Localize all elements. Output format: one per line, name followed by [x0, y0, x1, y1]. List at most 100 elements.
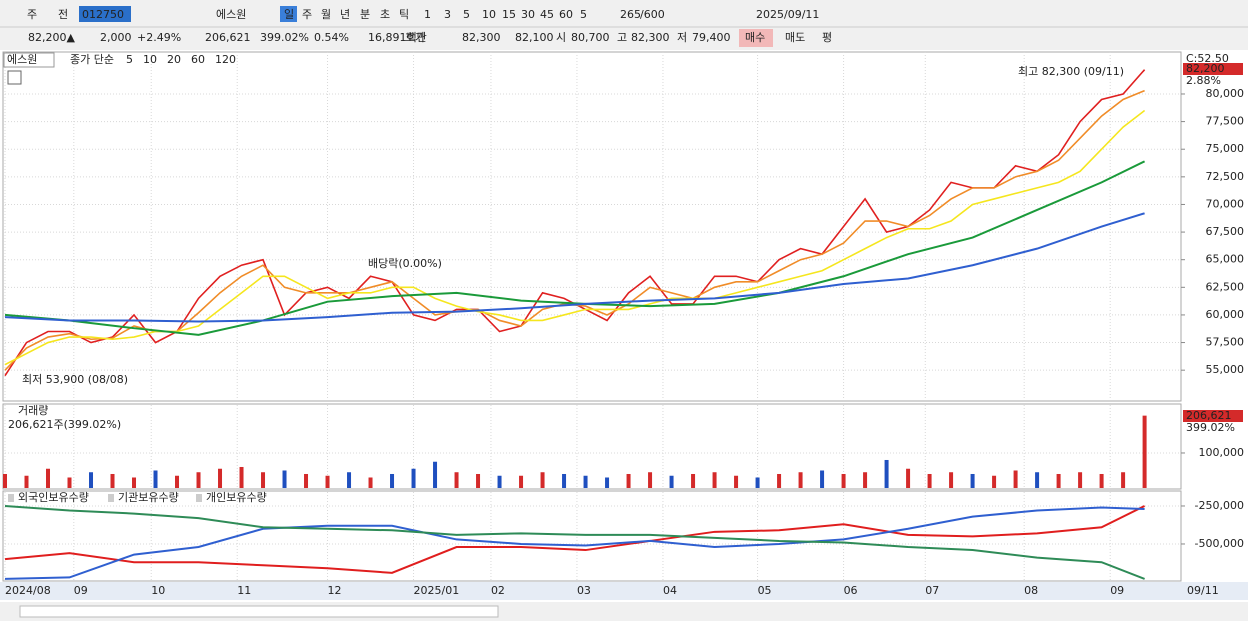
- toolbar-item[interactable]: 15: [502, 8, 516, 21]
- volume-bar: [368, 477, 373, 488]
- x-tick-label: 08: [1024, 584, 1038, 597]
- volume-bar: [648, 472, 653, 488]
- volume-bar: [820, 470, 825, 488]
- quote-item[interactable]: 매도: [785, 31, 805, 44]
- volume-bar: [540, 472, 545, 488]
- axis-label: C:52.50: [1186, 52, 1229, 65]
- y-tick-label: -250,000: [1195, 499, 1244, 512]
- button: [280, 6, 297, 22]
- legend-item: 120: [215, 53, 236, 66]
- volume-bar: [906, 468, 911, 488]
- x-tick-label: 03: [577, 584, 591, 597]
- toolbar-item[interactable]: 265: [620, 8, 641, 21]
- volume-bar: [67, 477, 72, 488]
- x-tick-label: 2025/01: [414, 584, 460, 597]
- volume-bar: [110, 473, 115, 488]
- volume-bar: [1142, 415, 1147, 488]
- volume-bar: [1078, 472, 1083, 488]
- x-tick-label: 05: [758, 584, 772, 597]
- quote-item: 고: [617, 31, 627, 44]
- volume-bar: [970, 473, 975, 488]
- x-tick-label: 2024/08: [5, 584, 51, 597]
- axis-label: 399.02%: [1186, 421, 1235, 434]
- table-icon[interactable]: [7, 70, 22, 85]
- toolbar-item[interactable]: 월: [321, 8, 331, 21]
- x-tick-label: 09: [74, 584, 88, 597]
- quote-item: 호가: [405, 31, 425, 44]
- x-tick-label: 11: [237, 584, 251, 597]
- toolbar-item[interactable]: 3: [444, 8, 451, 21]
- toolbar-item[interactable]: 2025/09/11: [756, 8, 819, 21]
- legend-swatch: [108, 494, 114, 502]
- volume-bar: [282, 470, 287, 488]
- volume-bar: [1099, 473, 1104, 488]
- toolbar-item[interactable]: 30: [521, 8, 535, 21]
- volume-bar: [927, 473, 932, 488]
- annotation: 최저 53,900 (08/08): [22, 373, 128, 386]
- toolbar-item[interactable]: 주: [27, 8, 37, 21]
- quote-item[interactable]: 매수: [745, 31, 765, 44]
- field: [79, 6, 131, 22]
- volume-bar: [175, 475, 180, 488]
- quote-item[interactable]: 평: [822, 31, 832, 44]
- legend-prefix: 종가 단순: [70, 53, 114, 66]
- quote-item: 저: [677, 31, 687, 44]
- quote-item: +2.49%: [137, 31, 181, 44]
- axis-label: 206,621: [1186, 409, 1232, 422]
- x-axis-bar: [0, 582, 1248, 600]
- toolbar-item[interactable]: 45: [540, 8, 554, 21]
- toolbar-item[interactable]: 초: [380, 8, 390, 21]
- volume-bar: [841, 473, 846, 488]
- volume-bar: [734, 475, 739, 488]
- toolbar-item[interactable]: 주: [302, 8, 312, 21]
- volume-bar: [605, 477, 610, 488]
- volume-bar: [755, 477, 760, 488]
- volume-bar: [132, 477, 137, 488]
- volume-bar: [497, 475, 502, 488]
- toolbar-item[interactable]: 전: [58, 8, 68, 21]
- volume-bar: [325, 475, 330, 488]
- price-badge: [1183, 63, 1243, 75]
- toolbar-item[interactable]: 60: [559, 8, 573, 21]
- x-tick-label: 02: [491, 584, 505, 597]
- volume-bar: [583, 475, 588, 488]
- series-line: [4, 109, 1146, 366]
- volume-bar: [669, 475, 674, 488]
- toolbar-item[interactable]: 10: [482, 8, 496, 21]
- y-tick-label: 100,000: [1199, 446, 1245, 459]
- toolbar-item[interactable]: 012750: [82, 8, 124, 21]
- toolbar-item[interactable]: 5: [580, 8, 587, 21]
- volume-bar: [218, 468, 223, 488]
- y-tick-label: 75,000: [1206, 142, 1245, 155]
- toolbar-item[interactable]: 1: [424, 8, 431, 21]
- volume-bar: [992, 475, 997, 488]
- quote-item: 16,891백만: [368, 31, 427, 44]
- volume-badge: [1183, 410, 1243, 422]
- pane-title: 거래량: [18, 404, 48, 417]
- volume-bar: [691, 473, 696, 488]
- toolbar-item[interactable]: 에스원: [216, 8, 246, 21]
- volume-bar: [46, 468, 51, 488]
- legend-item: 10: [143, 53, 157, 66]
- series-line: [4, 506, 1145, 580]
- volume-bar: [24, 475, 29, 488]
- toolbar-item[interactable]: 년: [340, 8, 350, 21]
- annotation: 최고 82,300 (09/11): [1018, 65, 1124, 78]
- toolbar-item[interactable]: /600: [640, 8, 665, 21]
- quote-item: 0.54%: [314, 31, 349, 44]
- annotation: 배당락(0.00%): [368, 257, 442, 270]
- y-tick-label: -500,000: [1195, 537, 1244, 550]
- quote-item: 80,700: [571, 31, 610, 44]
- toolbar-item[interactable]: 틱: [399, 8, 409, 21]
- y-tick-label: 77,500: [1206, 115, 1245, 128]
- y-tick-label: 57,500: [1206, 336, 1245, 349]
- scroll-thumb[interactable]: [19, 605, 499, 618]
- quote-item: 시: [556, 31, 566, 44]
- quote-item: 2,000: [100, 31, 132, 44]
- buy-button[interactable]: [739, 29, 773, 47]
- toolbar-item[interactable]: 5: [463, 8, 470, 21]
- legend-item: 20: [167, 53, 181, 66]
- toolbar-item[interactable]: 분: [360, 8, 370, 21]
- toolbar-item[interactable]: 일: [284, 7, 294, 21]
